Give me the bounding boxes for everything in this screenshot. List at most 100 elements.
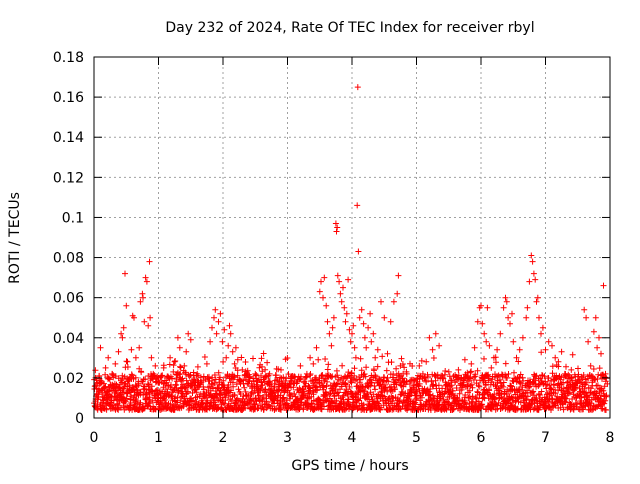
data-point xyxy=(241,384,248,391)
data-point xyxy=(124,358,131,365)
data-point xyxy=(368,379,375,386)
data-point xyxy=(523,314,530,321)
data-point xyxy=(581,385,588,392)
data-point xyxy=(210,384,216,391)
data-point xyxy=(344,391,351,398)
data-point xyxy=(203,360,210,367)
data-point xyxy=(234,356,241,363)
data-point xyxy=(442,368,449,374)
data-point xyxy=(465,372,472,379)
data-point xyxy=(124,364,131,370)
data-point xyxy=(583,314,590,321)
data-point xyxy=(232,400,239,407)
data-point xyxy=(186,373,193,380)
data-point xyxy=(230,383,237,390)
data-point xyxy=(97,344,104,351)
data-point xyxy=(600,282,607,289)
data-point xyxy=(112,360,119,367)
data-point xyxy=(136,344,143,351)
data-point xyxy=(340,392,347,399)
data-point xyxy=(348,389,355,396)
data-point xyxy=(515,358,522,365)
data-point xyxy=(478,401,485,408)
y-tick-label: 0.06 xyxy=(53,291,84,307)
data-point xyxy=(98,378,105,385)
data-point xyxy=(481,330,488,337)
data-point xyxy=(328,342,335,349)
data-point xyxy=(220,377,227,384)
data-point xyxy=(445,368,452,375)
data-point xyxy=(524,393,531,400)
data-point xyxy=(187,371,194,378)
data-point xyxy=(548,407,554,413)
data-point xyxy=(362,373,369,380)
data-point xyxy=(354,202,361,209)
data-point xyxy=(529,258,536,265)
data-point xyxy=(548,377,554,384)
data-point xyxy=(538,388,545,395)
data-point xyxy=(341,304,348,311)
data-point xyxy=(333,397,340,404)
data-point xyxy=(519,386,526,393)
data-point xyxy=(334,224,341,231)
data-point xyxy=(109,370,116,377)
y-tick-label: 0.14 xyxy=(53,130,84,146)
data-point xyxy=(334,380,341,387)
data-point xyxy=(539,324,546,331)
data-point xyxy=(342,406,348,413)
data-point xyxy=(530,388,537,395)
data-point xyxy=(246,374,253,381)
data-point xyxy=(395,272,402,279)
data-point xyxy=(130,386,137,393)
data-point xyxy=(342,318,349,325)
data-point xyxy=(120,324,127,331)
data-point xyxy=(568,374,575,381)
data-point xyxy=(484,304,491,311)
data-point xyxy=(560,406,567,413)
data-point xyxy=(510,338,517,345)
data-point xyxy=(260,350,267,357)
data-point xyxy=(209,374,216,381)
data-point xyxy=(282,401,289,408)
data-point xyxy=(389,398,396,404)
data-point xyxy=(502,294,509,301)
data-point xyxy=(197,380,204,387)
chart-title: Day 232 of 2024, Rate Of TEC Index for r… xyxy=(165,20,534,36)
data-point xyxy=(536,314,542,321)
data-point xyxy=(108,394,115,401)
data-point xyxy=(594,382,601,389)
data-point xyxy=(469,384,476,391)
data-point xyxy=(122,270,128,277)
data-point xyxy=(486,387,493,394)
data-point xyxy=(170,362,177,369)
data-point xyxy=(122,398,129,405)
data-point xyxy=(427,391,434,398)
data-point xyxy=(472,371,479,378)
data-point xyxy=(159,372,166,379)
data-point xyxy=(413,392,420,399)
data-point xyxy=(400,378,407,385)
data-point xyxy=(596,334,602,341)
data-point xyxy=(345,276,352,283)
data-point xyxy=(505,371,512,377)
data-point xyxy=(425,373,431,380)
data-point xyxy=(171,358,178,365)
data-point xyxy=(168,392,175,399)
data-point xyxy=(142,376,149,383)
data-point xyxy=(422,406,429,412)
data-point xyxy=(259,382,266,389)
data-point xyxy=(182,385,188,392)
data-point xyxy=(178,376,185,383)
data-point xyxy=(516,346,523,353)
data-point xyxy=(568,366,575,373)
data-point xyxy=(263,395,270,402)
data-point xyxy=(563,363,569,370)
data-point xyxy=(291,390,297,397)
data-point xyxy=(523,397,530,404)
data-point xyxy=(357,355,364,362)
data-point xyxy=(258,378,265,385)
data-point xyxy=(148,354,155,361)
data-point xyxy=(541,373,548,380)
data-point xyxy=(485,371,492,378)
data-point xyxy=(381,381,388,388)
